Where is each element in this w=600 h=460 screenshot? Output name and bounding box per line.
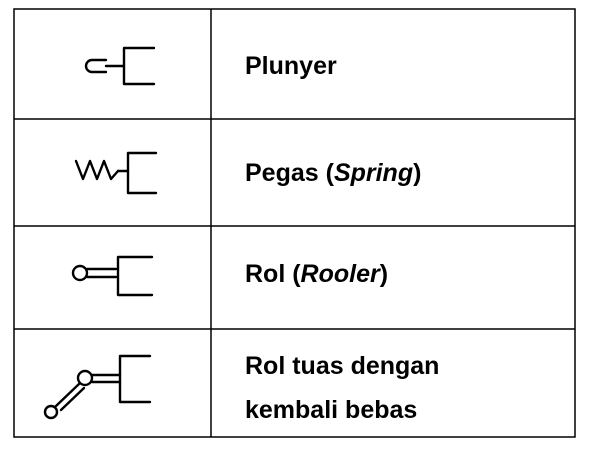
row-label-spring-suffix: ) xyxy=(413,159,422,187)
row-label-spring: Pegas (Spring) xyxy=(245,155,421,191)
row-label-roller-suffix: ) xyxy=(379,260,389,288)
row-label-roller-lever-line2: kembali bebas xyxy=(245,396,418,424)
spring-actuator-icon xyxy=(74,151,158,195)
row-label-plunger: Plunyer xyxy=(245,52,337,80)
row-label-roller: Rol (Rooler) xyxy=(245,256,388,292)
plunger-actuator-icon xyxy=(84,46,156,86)
row-label-spring-italic: Spring xyxy=(333,159,414,187)
row-label-roller-lever-line1: Rol tuas dengan xyxy=(245,352,440,380)
roller-actuator-icon xyxy=(71,255,154,297)
row-label-roller-prefix: Rol ( xyxy=(245,260,301,288)
row-label-spring-prefix: Pegas ( xyxy=(245,159,334,187)
roller-lever-free-return-icon xyxy=(43,354,152,420)
row-label-roller-italic: Rooler xyxy=(300,260,380,288)
